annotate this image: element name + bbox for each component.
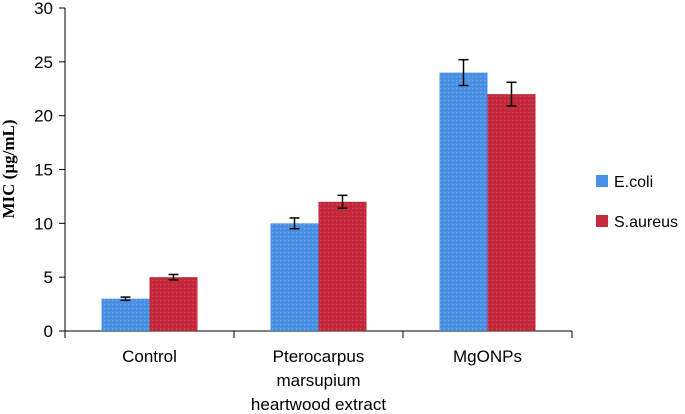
y-tick-label: 0: [44, 322, 53, 341]
y-tick-label: 25: [34, 53, 53, 72]
y-tick-label: 15: [34, 161, 53, 180]
y-tick-label: 10: [34, 214, 53, 233]
y-tick-label: 20: [34, 107, 53, 126]
category-label: heartwood extract: [251, 395, 386, 414]
y-tick-label: 5: [44, 268, 53, 287]
legend-swatch-saureus: [596, 215, 608, 227]
bar-ecoli: [439, 72, 488, 331]
bar-saureus: [487, 94, 536, 331]
category-label: marsupium: [276, 371, 360, 390]
category-label: Control: [122, 347, 177, 366]
category-labels: Control Pterocarpus marsupium heartwood ext…: [64, 331, 573, 414]
bar-saureus: [318, 201, 367, 331]
y-axis-label: MIC (µg/mL): [0, 119, 18, 218]
legend: E.coli S.aureus: [596, 174, 678, 231]
category-label: MgONPs: [453, 347, 522, 366]
error-bars: [120, 58, 517, 302]
y-tick-label: 30: [34, 0, 53, 18]
legend-label-saureus: S.aureus: [614, 214, 678, 231]
bar-saureus: [149, 277, 198, 331]
legend-label-ecoli: E.coli: [614, 174, 653, 191]
bars: [101, 72, 536, 331]
bar-ecoli: [101, 298, 150, 331]
bar-ecoli: [270, 223, 319, 331]
legend-swatch-ecoli: [596, 175, 608, 187]
category-label: Pterocarpus: [273, 347, 365, 366]
y-ticks: 0 5 10 15 20 25 30: [34, 0, 65, 341]
